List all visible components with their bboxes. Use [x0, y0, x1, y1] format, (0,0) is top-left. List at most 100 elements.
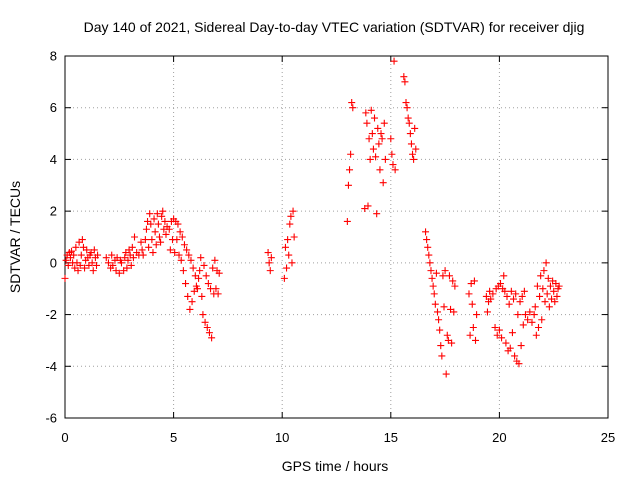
data-point: [104, 259, 112, 267]
data-point: [186, 305, 194, 313]
y-tick-label: 2: [50, 204, 57, 219]
data-point: [555, 282, 563, 290]
data-point: [214, 290, 222, 298]
data-point: [171, 249, 179, 257]
data-point: [88, 259, 96, 267]
data-point: [540, 267, 548, 275]
data-point: [439, 272, 447, 280]
x-tick-label: 0: [61, 430, 68, 445]
data-point: [400, 73, 408, 81]
x-axis-label: GPS time / hours: [282, 458, 389, 474]
data-point: [411, 124, 419, 132]
data-points: [61, 57, 563, 378]
data-point: [427, 267, 435, 275]
data-point: [180, 241, 188, 249]
data-point: [506, 344, 514, 352]
data-point: [205, 329, 213, 337]
data-point: [188, 298, 196, 306]
data-point: [424, 243, 432, 251]
data-point: [508, 329, 516, 337]
data-point: [443, 331, 451, 339]
data-point: [215, 269, 223, 277]
data-point: [197, 254, 205, 262]
data-point: [141, 236, 149, 244]
data-point: [185, 251, 193, 259]
data-point: [407, 140, 415, 148]
data-point: [441, 267, 449, 275]
data-point: [387, 135, 395, 143]
data-point: [148, 236, 156, 244]
data-point: [81, 264, 89, 272]
data-point: [83, 246, 91, 254]
data-point: [166, 246, 174, 254]
data-point: [425, 251, 433, 259]
data-point: [187, 256, 195, 264]
data-point: [124, 256, 132, 264]
data-point: [284, 236, 292, 244]
data-point: [437, 342, 445, 350]
data-point: [516, 298, 524, 306]
data-point: [451, 282, 459, 290]
data-point: [543, 290, 551, 298]
data-point: [514, 311, 522, 319]
data-point: [375, 140, 383, 148]
data-point: [150, 215, 158, 223]
data-point: [379, 179, 387, 187]
data-point: [510, 295, 518, 303]
data-point: [78, 236, 86, 244]
data-point: [346, 166, 354, 174]
data-point: [142, 225, 150, 233]
data-point: [165, 225, 173, 233]
data-point: [365, 135, 373, 143]
data-point: [505, 300, 513, 308]
data-point: [363, 119, 371, 127]
data-point: [280, 274, 288, 282]
data-point: [528, 318, 536, 326]
data-point: [530, 311, 538, 319]
data-point: [401, 78, 409, 86]
data-point: [496, 280, 504, 288]
y-axis-label: SDTVAR / TECUs: [7, 181, 23, 293]
data-point: [128, 243, 136, 251]
data-point: [449, 277, 457, 285]
data-point: [423, 236, 431, 244]
data-point: [138, 246, 146, 254]
data-point: [368, 130, 376, 138]
data-point: [182, 280, 190, 288]
data-point: [127, 261, 135, 269]
data-point: [349, 104, 357, 112]
data-point: [482, 292, 490, 300]
data-point: [544, 274, 552, 282]
data-point: [159, 207, 167, 215]
data-point: [380, 119, 388, 127]
data-point: [541, 298, 549, 306]
data-point: [286, 220, 294, 228]
data-point: [520, 287, 528, 295]
data-point: [470, 277, 478, 285]
data-point: [436, 326, 444, 334]
data-point: [362, 109, 370, 117]
data-point: [495, 326, 503, 334]
data-point: [450, 308, 458, 316]
data-point: [466, 331, 474, 339]
data-point: [161, 217, 169, 225]
x-tick-label: 5: [170, 430, 177, 445]
data-point: [440, 303, 448, 311]
data-point: [204, 280, 212, 288]
data-point: [539, 285, 547, 293]
data-point: [498, 334, 506, 342]
data-point: [483, 308, 491, 316]
data-point: [211, 256, 219, 264]
data-point: [432, 269, 440, 277]
data-point: [550, 287, 558, 295]
data-point: [500, 272, 508, 280]
data-point: [442, 370, 450, 378]
data-point: [518, 292, 526, 300]
data-point: [102, 254, 110, 262]
plot-frame: [64, 55, 609, 419]
data-point: [348, 99, 356, 107]
data-point: [198, 292, 206, 300]
data-point: [145, 243, 153, 251]
data-point: [347, 150, 355, 158]
data-point: [90, 246, 98, 254]
